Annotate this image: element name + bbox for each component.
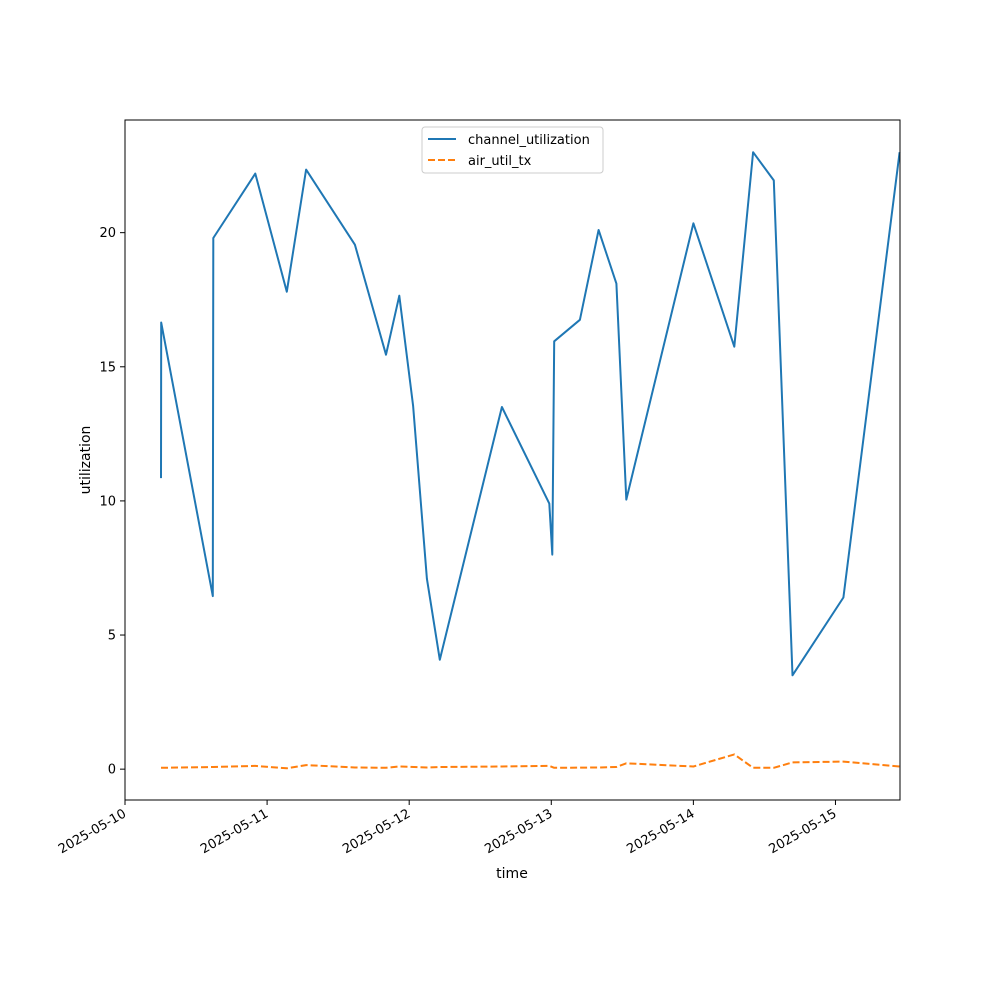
y-tick-label: 0	[108, 763, 116, 778]
y-tick-label: 10	[99, 494, 116, 509]
y-tick-label: 5	[108, 629, 116, 644]
series-layer	[160, 151, 901, 770]
legend-label-channel-utilization: channel_utilization	[468, 133, 590, 148]
legend-label-air-util-tx: air_util_tx	[468, 154, 532, 169]
plot-frame	[124, 119, 901, 801]
legend: channel_utilization air_util_tx	[421, 126, 604, 174]
y-axis-label: utilization	[78, 426, 94, 495]
y-tick-label: 15	[99, 360, 116, 375]
x-tick-label: 2025-05-10	[56, 806, 129, 857]
x-tick-label: 2025-05-12	[340, 806, 413, 857]
x-tick-label: 2025-05-11	[198, 806, 271, 857]
legend-box	[421, 126, 604, 174]
y-tick-label: 20	[99, 226, 116, 241]
y-axis-ticks: 0 5 10 15 20	[99, 226, 125, 778]
x-axis-label: time	[496, 866, 528, 882]
series-line-channel-utilization	[160, 151, 901, 677]
x-tick-label: 2025-05-14	[624, 806, 697, 857]
x-tick-label: 2025-05-15	[767, 806, 840, 857]
series-line-air-util-tx	[160, 753, 900, 770]
x-tick-label: 2025-05-13	[482, 806, 555, 857]
plot-background	[125, 120, 900, 800]
x-axis-ticks: 2025-05-10 2025-05-11 2025-05-12 2025-05-13…	[56, 800, 839, 857]
